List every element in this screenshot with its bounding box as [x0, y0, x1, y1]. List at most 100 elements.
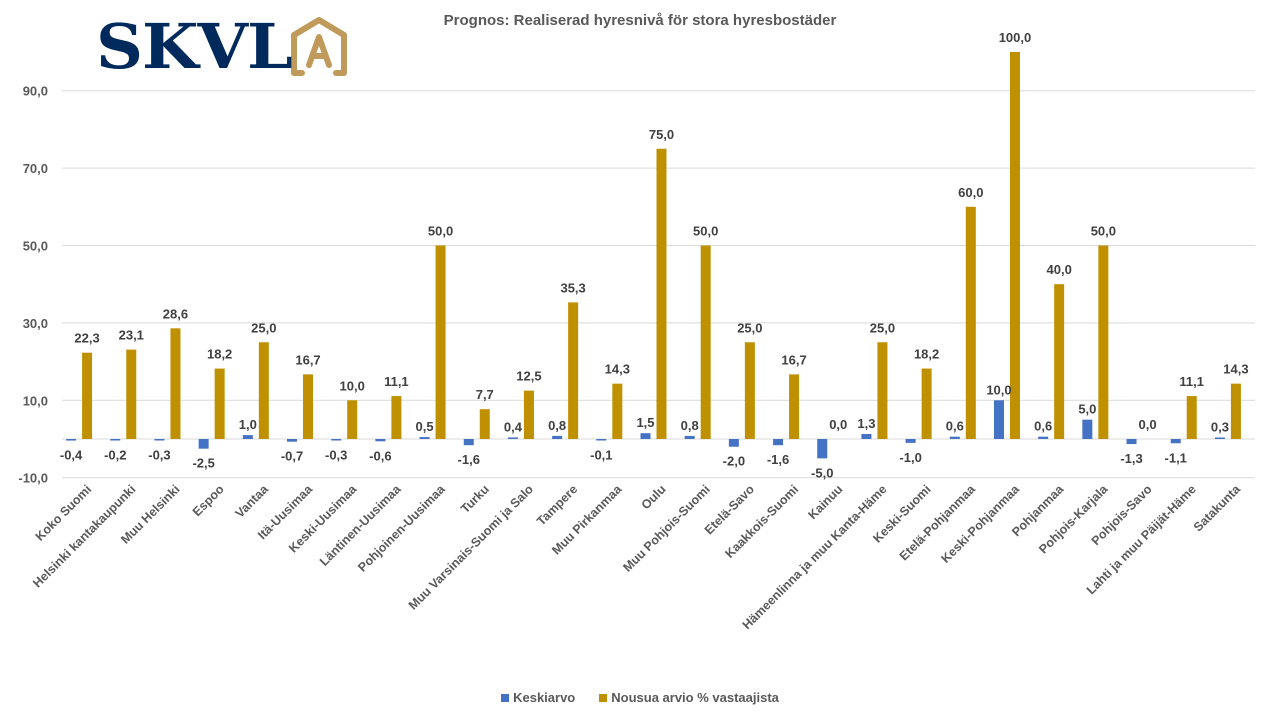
data-label-keskiarvo: -1,1 [1165, 450, 1187, 465]
data-label-keskiarvo: -0,3 [325, 448, 347, 463]
bar-keskiarvo [861, 433, 872, 439]
house-a-icon [291, 17, 348, 76]
data-label-keskiarvo: -1,6 [458, 452, 480, 467]
data-label-keskiarvo: 0,3 [1211, 420, 1229, 435]
x-tick-label: Espoo [190, 482, 227, 519]
data-label-nousua: 60,0 [958, 185, 983, 200]
data-label-nousua: 25,0 [737, 320, 762, 335]
bar-keskiarvo [1126, 439, 1137, 445]
bar-nousua [479, 409, 490, 439]
data-label-nousua: 16,7 [781, 352, 806, 367]
data-label-keskiarvo: -0,4 [60, 448, 83, 463]
y-tick-label: 30,0 [23, 316, 48, 331]
data-label-nousua: 40,0 [1047, 262, 1072, 277]
bar-keskiarvo [1038, 436, 1049, 439]
data-label-keskiarvo: -1,6 [767, 452, 789, 467]
legend-item-keskiarvo: Keskiarvo [501, 690, 575, 705]
data-label-keskiarvo: -5,0 [811, 465, 833, 480]
bar-keskiarvo [640, 433, 651, 439]
data-label-keskiarvo: -1,0 [899, 450, 921, 465]
data-label-keskiarvo: 5,0 [1078, 402, 1096, 417]
bar-nousua [391, 396, 402, 439]
x-tick-label: Tampere [534, 482, 580, 528]
bar-nousua [523, 390, 534, 439]
data-label-keskiarvo: 10,0 [986, 382, 1011, 397]
x-tick-label: Satakunta [1191, 481, 1244, 534]
bar-keskiarvo [552, 435, 563, 439]
bar-keskiarvo [1170, 439, 1181, 444]
data-label-nousua: 14,3 [605, 362, 630, 377]
y-axis: -10,0 10,0 30,0 50,0 70,0 90,0 [18, 84, 48, 486]
x-tick-label: Keski-Pohjanmaa [939, 481, 1023, 565]
bar-nousua [568, 302, 579, 439]
x-tick-label: Vantaa [233, 481, 272, 520]
x-tick-label: Pohjoinen-Uusimaa [355, 481, 448, 574]
bar-keskiarvo [198, 439, 209, 449]
bar-nousua [744, 342, 755, 439]
legend-label-keskiarvo: Keskiarvo [513, 690, 576, 705]
bar-keskiarvo [1214, 437, 1225, 439]
data-label-nousua: 18,2 [207, 347, 232, 362]
bar-nousua [1098, 245, 1109, 439]
bar-nousua [921, 368, 932, 439]
bar-keskiarvo [596, 439, 607, 441]
data-label-keskiarvo: 1,0 [239, 417, 257, 432]
data-label-nousua: 12,5 [516, 369, 541, 384]
bar-nousua [656, 148, 667, 439]
y-tick-label: 90,0 [23, 84, 48, 99]
data-label-nousua: 0,0 [829, 417, 847, 432]
data-label-nousua: 50,0 [428, 224, 453, 239]
bar-nousua [214, 368, 225, 439]
data-label-nousua: 0,0 [1138, 417, 1156, 432]
bar-keskiarvo [154, 439, 165, 441]
bar-nousua [1230, 383, 1241, 439]
x-tick-label: Oulu [639, 482, 669, 512]
x-tick-label: Läntinen-Uusimaa [317, 481, 404, 568]
data-label-nousua: 18,2 [914, 347, 939, 362]
data-label-nousua: 23,1 [119, 328, 144, 343]
chart-title: Prognos: Realiserad hyresnivå för stora … [0, 12, 1280, 29]
bar-keskiarvo [507, 437, 518, 439]
bar-nousua [700, 245, 711, 439]
bar-keskiarvo [949, 436, 960, 439]
bar-keskiarvo [993, 400, 1004, 439]
bar-keskiarvo [905, 439, 916, 443]
bar-keskiarvo [773, 439, 784, 446]
data-label-nousua: 11,1 [1179, 374, 1204, 389]
bar-nousua [258, 342, 269, 439]
legend-item-nousua: Nousua arvio % vastaajista [599, 690, 779, 705]
logo-text: SKVL [96, 10, 293, 83]
data-label-nousua: 11,1 [384, 374, 409, 389]
bar-nousua [877, 342, 888, 439]
bar-nousua [126, 349, 137, 439]
data-labels: -0,4 22,3 -0,2 23,1 -0,3 28,6 -2,5 18,2 1,0 25,0 -… [60, 30, 1249, 480]
legend-swatch-keskiarvo [501, 693, 510, 702]
bar-nousua [435, 245, 446, 439]
data-label-keskiarvo: -1,3 [1120, 451, 1142, 466]
bar-nousua [789, 374, 800, 439]
bar-keskiarvo [66, 439, 77, 441]
data-label-keskiarvo: -2,5 [192, 456, 214, 471]
data-label-keskiarvo: 0,5 [416, 419, 434, 434]
bar-nousua [170, 328, 181, 439]
bar-keskiarvo [419, 437, 430, 439]
data-label-keskiarvo: 1,3 [857, 416, 875, 431]
data-label-nousua: 50,0 [693, 224, 718, 239]
bar-keskiarvo [728, 439, 739, 447]
y-tick-label: 10,0 [23, 393, 48, 408]
bar-nousua [612, 383, 623, 439]
data-label-keskiarvo: -0,1 [590, 448, 612, 463]
y-tick-label: 70,0 [23, 161, 48, 176]
data-label-nousua: 100,0 [999, 30, 1032, 45]
data-label-keskiarvo: -0,7 [281, 449, 303, 464]
bar-nousua [1186, 396, 1197, 439]
x-tick-label: Turku [458, 482, 492, 516]
bar-keskiarvo [242, 435, 253, 439]
bar-nousua [1009, 52, 1020, 439]
bar-nousua [82, 352, 93, 439]
y-tick-label: -10,0 [18, 471, 48, 486]
data-label-keskiarvo: 0,8 [681, 418, 699, 433]
data-label-keskiarvo: 0,6 [946, 419, 964, 434]
